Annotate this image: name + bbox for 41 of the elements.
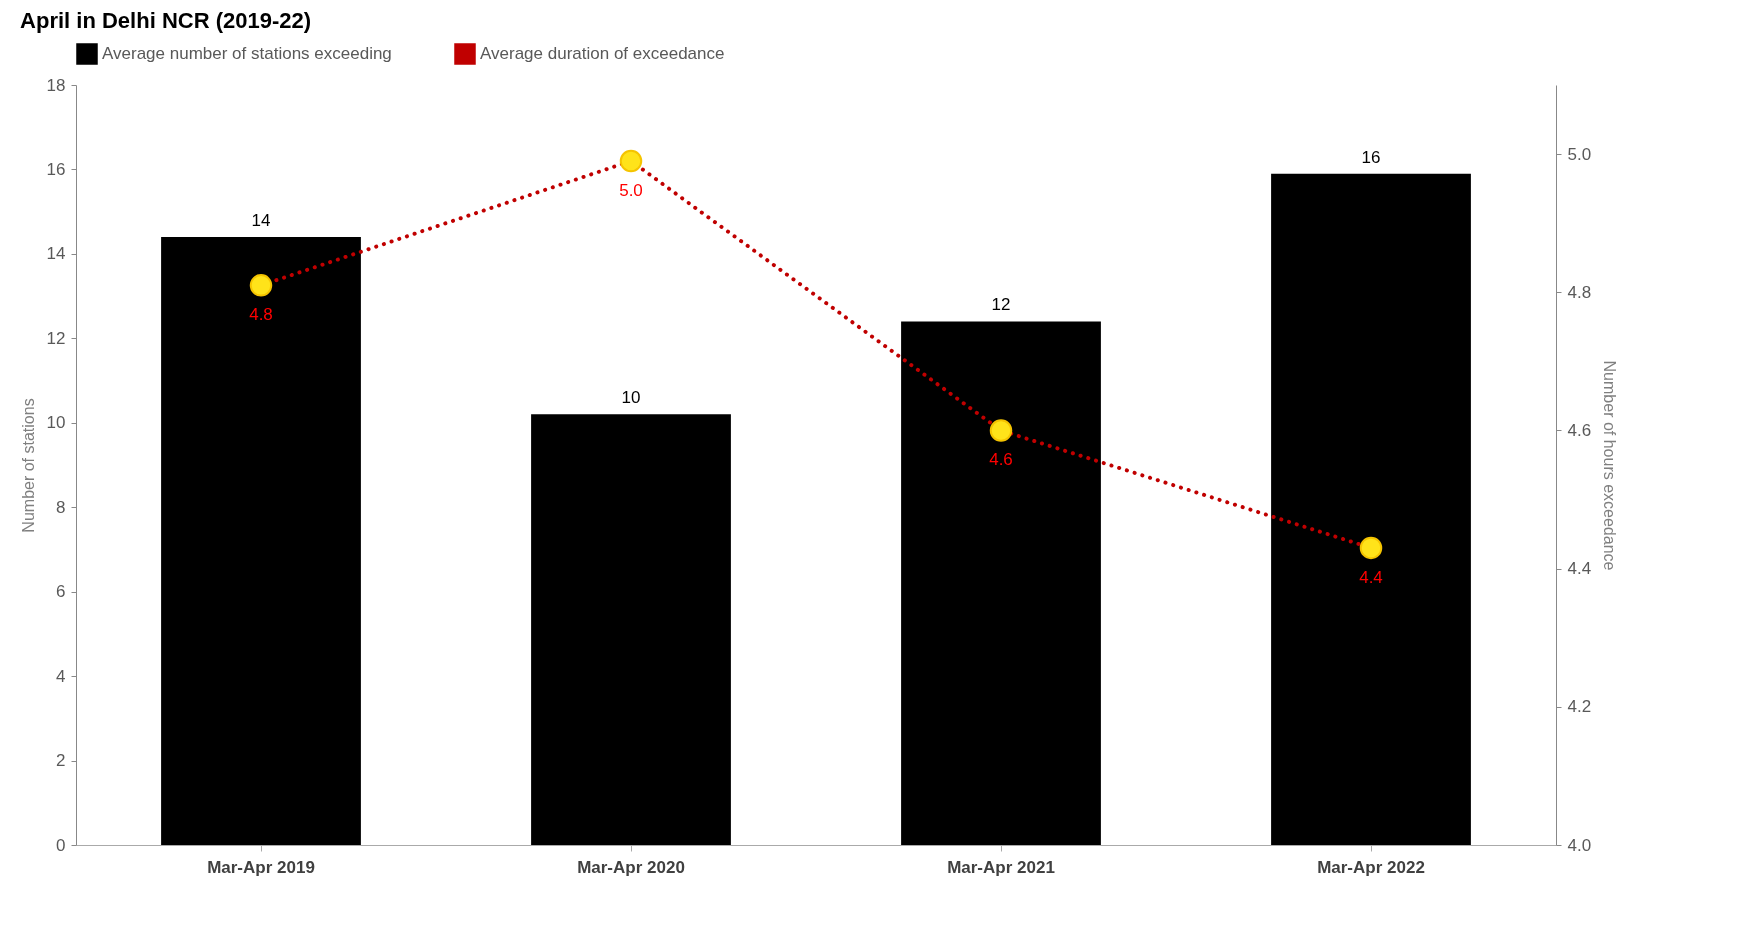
point bbox=[619, 149, 643, 173]
bar bbox=[901, 321, 1101, 845]
data-label: 12 bbox=[991, 295, 1011, 315]
y-tick-label: 4 bbox=[56, 666, 66, 686]
data-label: 4.6 bbox=[989, 450, 1013, 470]
y-tick-label: 0 bbox=[56, 835, 66, 855]
legend-label: Average duration of exceedance bbox=[480, 44, 725, 63]
y2-tick-label: 4.0 bbox=[1567, 835, 1592, 855]
y-axis-title: Number of stations bbox=[19, 398, 37, 533]
data-label: 10 bbox=[621, 388, 641, 408]
x-tick-label: Mar-Apr 2020 bbox=[577, 857, 685, 877]
y-tick-label: 10 bbox=[46, 413, 66, 433]
bar bbox=[531, 414, 731, 845]
x-tick-label: Mar-Apr 2022 bbox=[1317, 857, 1425, 877]
y-tick-label: 6 bbox=[56, 582, 66, 602]
data-label: 14 bbox=[251, 211, 271, 230]
y-tick-label: 14 bbox=[46, 244, 66, 264]
data-label: 16 bbox=[1361, 147, 1381, 167]
y2-tick-label: 4.6 bbox=[1567, 420, 1592, 440]
y-tick-label: 18 bbox=[46, 75, 66, 95]
chart-title: April in Delhi NCR (2019-22) bbox=[20, 8, 312, 33]
y2-tick-label: 4.8 bbox=[1567, 282, 1592, 302]
y2-tick-label: 4.4 bbox=[1567, 559, 1592, 579]
y2-axis-title: Number of hours exceedance bbox=[1601, 360, 1619, 571]
legend-label: Average number of stations exceeding bbox=[102, 44, 392, 63]
y-tick-label: 2 bbox=[56, 751, 66, 771]
data-label: 5.0 bbox=[619, 181, 643, 200]
x-tick-label: Mar-Apr 2021 bbox=[947, 857, 1055, 877]
y2-tick-label: 5.0 bbox=[1567, 144, 1592, 164]
data-label: 4.8 bbox=[249, 305, 273, 325]
data-label: 4.4 bbox=[1359, 567, 1383, 587]
y-tick-label: 12 bbox=[46, 328, 66, 348]
point bbox=[249, 274, 273, 297]
y2-tick-label: 4.2 bbox=[1567, 697, 1592, 717]
bar bbox=[161, 237, 361, 845]
y-tick-label: 8 bbox=[56, 497, 66, 517]
point bbox=[989, 419, 1013, 442]
x-tick-label: Mar-Apr 2019 bbox=[207, 857, 315, 877]
bar bbox=[1271, 173, 1471, 845]
y-tick-label: 16 bbox=[46, 159, 66, 179]
point bbox=[1359, 536, 1383, 560]
